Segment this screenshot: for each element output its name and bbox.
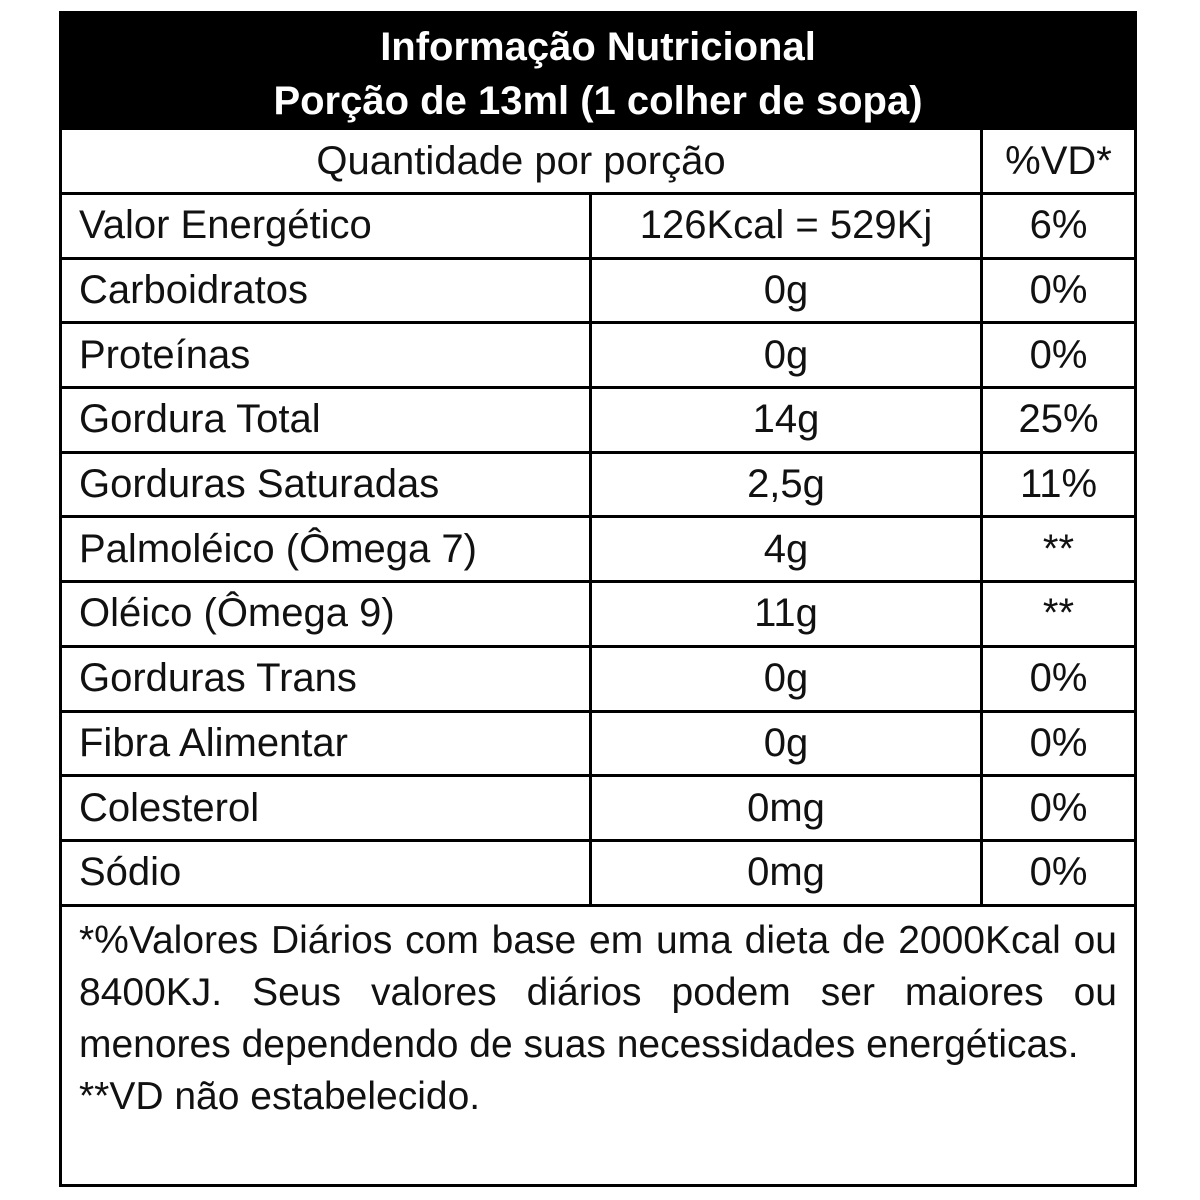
amount: 0g [592, 259, 983, 322]
daily-value: ** [1042, 591, 1075, 636]
amount: 126Kcal = 529Kj [592, 195, 983, 257]
daily-value: ** [1042, 526, 1075, 571]
daily-value: 0% [1029, 332, 1088, 377]
footnote: *%Valores Diários com base em uma dieta … [62, 903, 1134, 1123]
nutrient: Gorduras Trans [62, 647, 592, 710]
table-row: Valor Energético 126Kcal = 529Kj 6% [62, 192, 1134, 257]
table-row: Sódio 0mg 0% [62, 838, 1134, 904]
nutrient: Valor Energético [62, 195, 592, 257]
daily-value: 0% [1029, 268, 1088, 313]
nutrient: Palmoléico (Ômega 7) [62, 518, 592, 581]
nutrient: Gorduras Saturadas [62, 453, 592, 516]
table-row: Oléico (Ômega 9) 11g ** [62, 580, 1134, 645]
footnote-text: *%Valores Diários com base em uma dieta … [79, 918, 1117, 1066]
table-row: Proteínas 0g 0% [62, 321, 1134, 387]
table-row: Fibra Alimentar 0g 0% [62, 709, 1134, 775]
nutrient: Colesterol [62, 777, 592, 839]
daily-value: 0% [1029, 720, 1088, 765]
amount: 4g [592, 518, 983, 581]
amount: 11g [592, 583, 983, 645]
nutrient: Carboidratos [62, 259, 592, 322]
amount: 2,5g [592, 453, 983, 516]
nutrient: Proteínas [62, 324, 592, 387]
table-row: Gordura Total 14g 25% [62, 386, 1134, 451]
column-label: Quantidade por porção [62, 130, 983, 192]
amount: 0mg [592, 841, 983, 904]
column-label: %VD* [1005, 138, 1112, 183]
nutrient: Sódio [62, 841, 592, 904]
footnote-text: **VD não estabelecido. [79, 1074, 481, 1118]
table-row: Colesterol 0mg 0% [62, 774, 1134, 839]
table-row: Gorduras Saturadas 2,5g 11% [62, 450, 1134, 516]
header: Informação Nutricional Porção de 13ml (1… [62, 14, 1134, 130]
daily-value: 6% [1029, 203, 1088, 248]
amount: 14g [592, 389, 983, 451]
daily-value: 0% [1029, 785, 1088, 830]
nutrition-panel: Informação Nutricional Porção de 13ml (1… [59, 11, 1137, 1187]
table-row: Palmoléico (Ômega 7) 4g ** [62, 515, 1134, 581]
daily-value: 0% [1029, 850, 1088, 895]
daily-value: 25% [1018, 397, 1099, 442]
amount: 0g [592, 647, 983, 710]
subtitle: Porção de 13ml (1 colher de sopa) [273, 79, 923, 123]
amount: 0mg [592, 777, 983, 839]
title: Informação Nutricional [380, 25, 816, 69]
table-row: Carboidratos 0g 0% [62, 256, 1134, 322]
nutrient: Gordura Total [62, 389, 592, 451]
daily-value: 11% [1019, 462, 1098, 507]
nutrient: Fibra Alimentar [62, 712, 592, 775]
table-row: Gorduras Trans 0g 0% [62, 644, 1134, 710]
table-body: Valor Energético 126Kcal = 529Kj 6% Carboid… [62, 192, 1134, 904]
daily-value: 0% [1029, 656, 1088, 701]
column-header: Quantidade por porção %VD* [62, 130, 1134, 192]
amount: 0g [592, 712, 983, 775]
amount: 0g [592, 324, 983, 387]
nutrient: Oléico (Ômega 9) [62, 583, 592, 645]
